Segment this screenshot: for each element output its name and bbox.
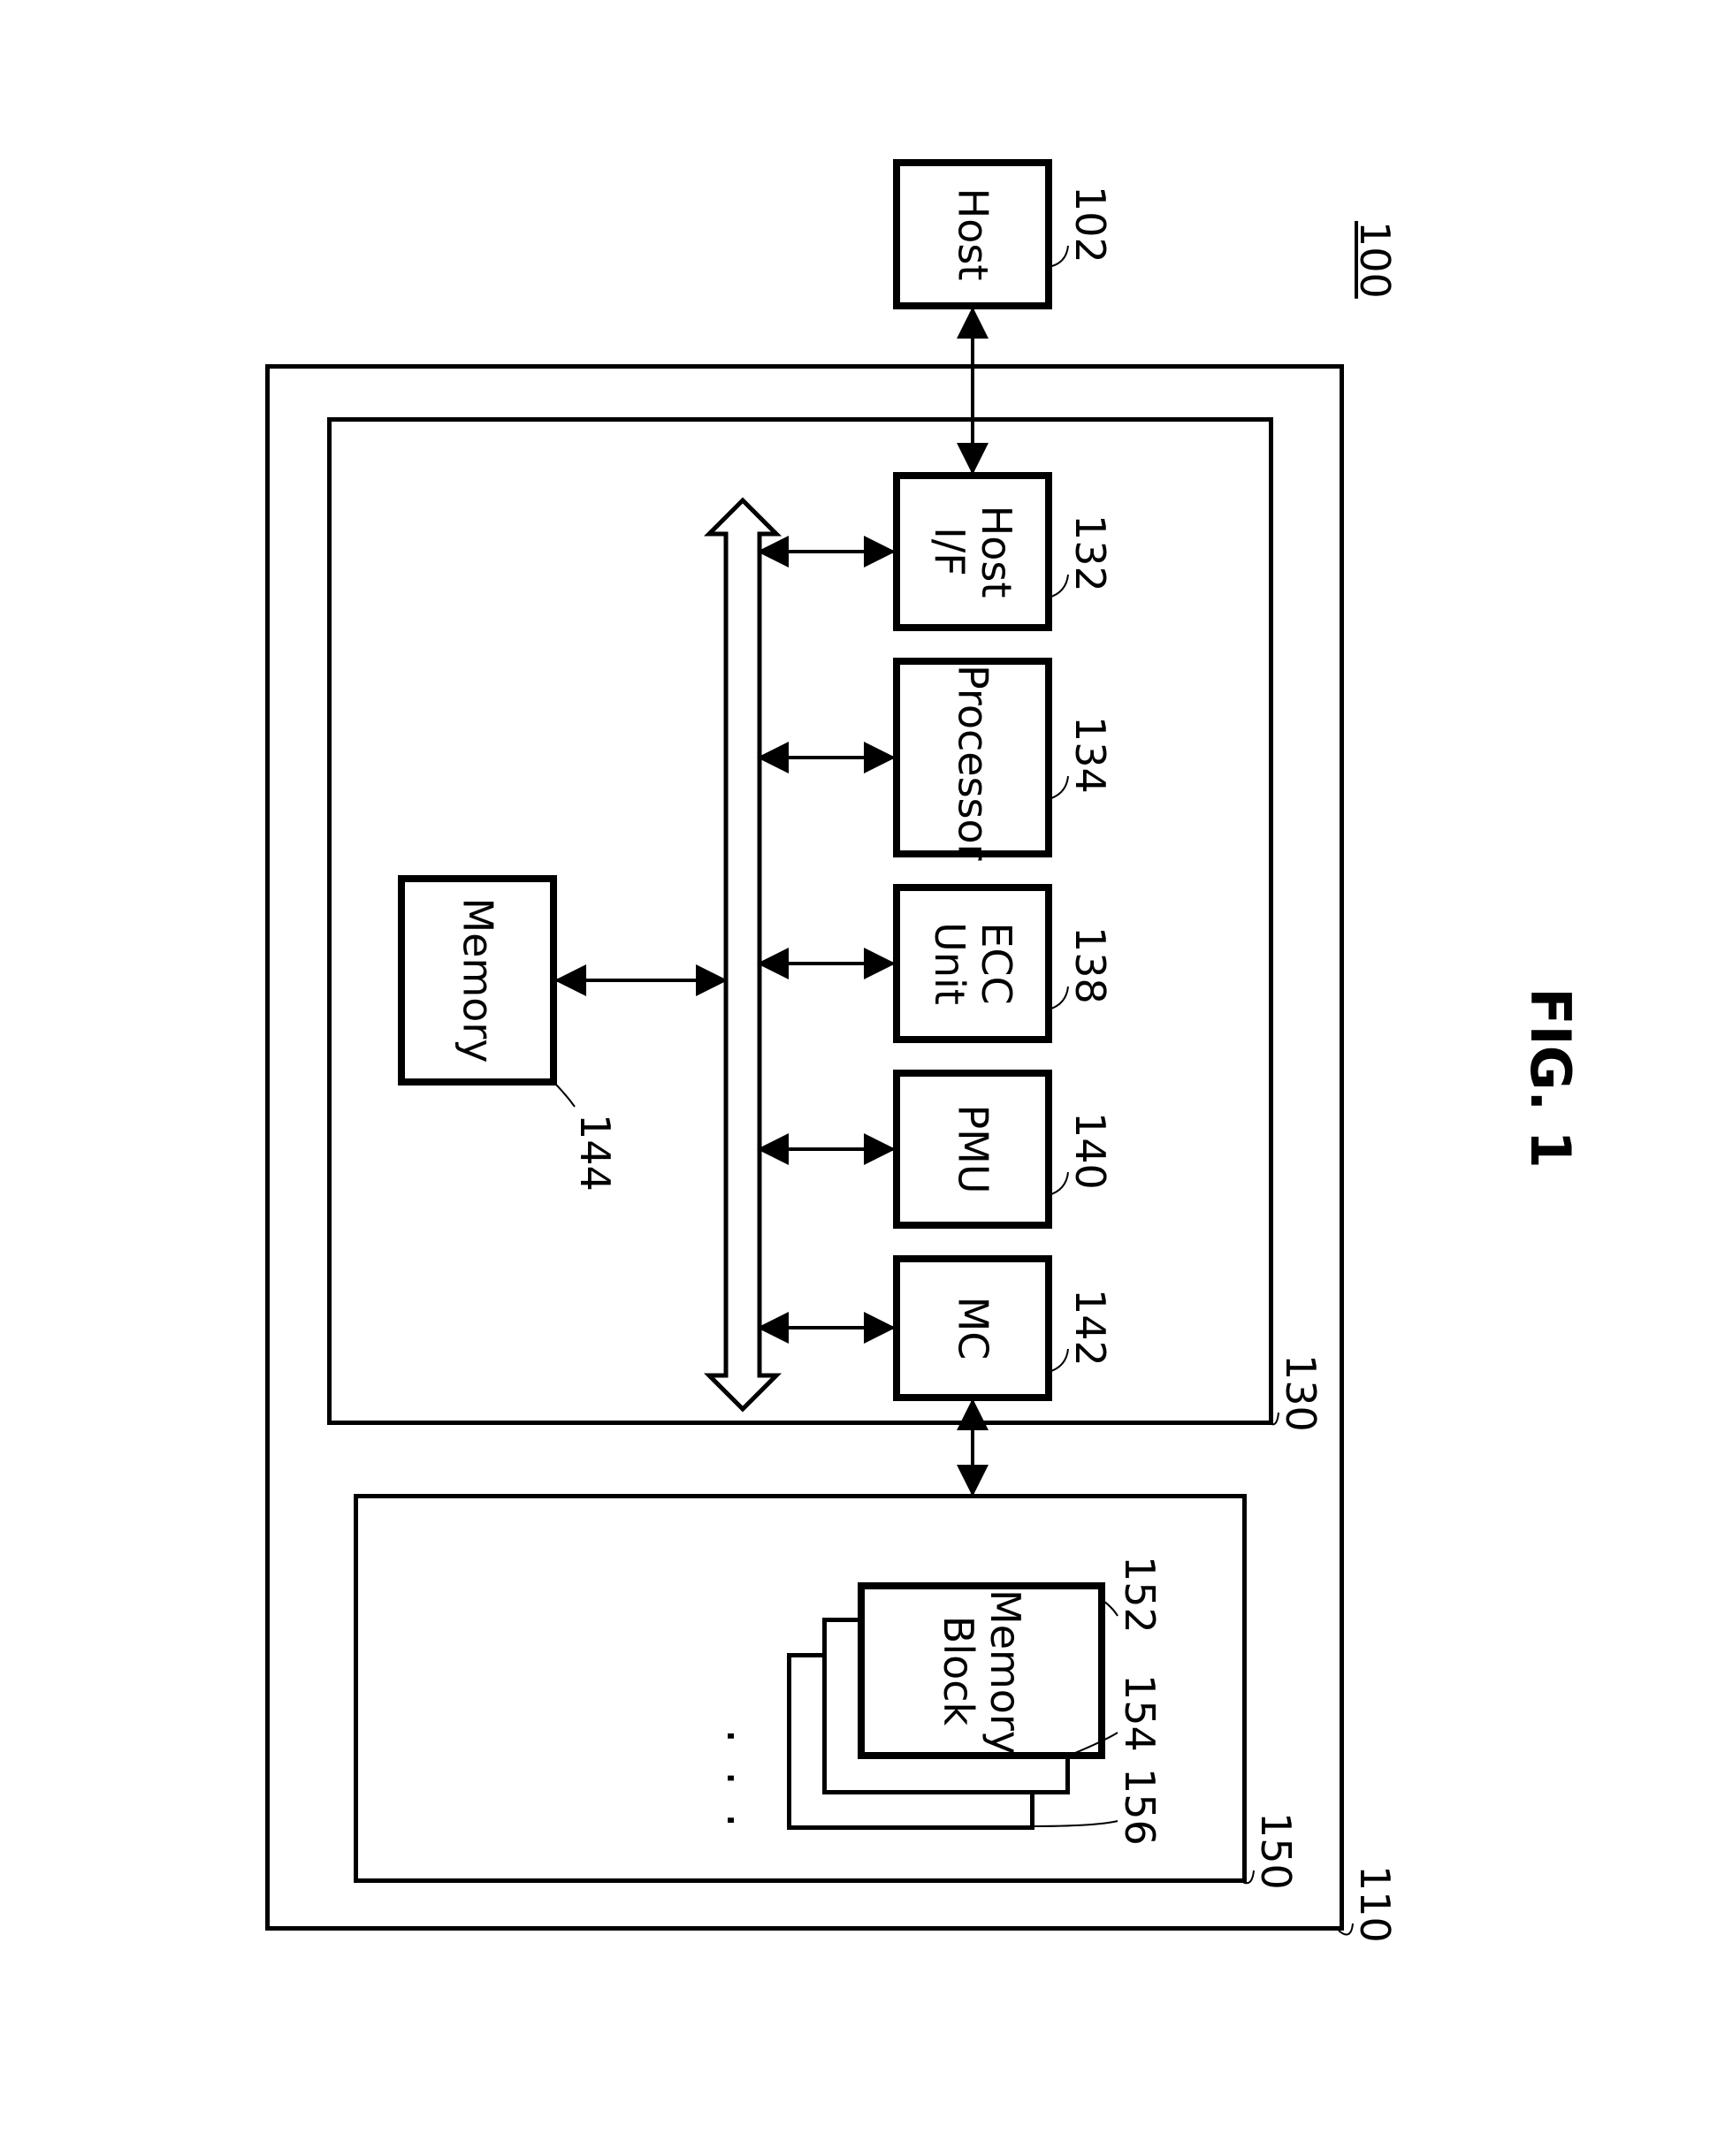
ecc-label: ECC Unit: [926, 891, 1019, 1036]
ref-host: 102: [1066, 186, 1114, 263]
host-if-block: Host I/F: [893, 472, 1052, 631]
host-label: Host: [950, 166, 996, 302]
host-block: Host: [893, 159, 1052, 309]
pmu-label: PMU: [950, 1077, 996, 1222]
ref-mb2: 154: [1116, 1674, 1164, 1752]
ecc-block: ECC Unit: [893, 884, 1052, 1043]
ref-mem-array: 150: [1252, 1812, 1300, 1890]
ref-controller: 130: [1277, 1354, 1325, 1432]
ref-ecc: 138: [1066, 926, 1114, 1004]
pmu-block: PMU: [893, 1070, 1052, 1229]
ref-mb3: 156: [1116, 1768, 1164, 1846]
host-if-label: Host I/F: [926, 479, 1019, 624]
ref-host-if: 132: [1066, 514, 1114, 592]
figure-title: FIG. 1: [1518, 0, 1583, 2156]
processor-block: Processor: [893, 658, 1052, 857]
mc-block: MC: [893, 1255, 1052, 1401]
memory-label: Memory: [454, 882, 501, 1078]
processor-label: Processor: [950, 665, 996, 850]
memory-block: Memory: [398, 875, 557, 1086]
ref-mb1: 152: [1116, 1556, 1164, 1634]
ref-processor: 134: [1066, 716, 1114, 794]
memblocks-ellipsis: · · ·: [701, 1728, 759, 1833]
ref-system: 100: [1351, 221, 1399, 299]
mb1-label: Memory Block: [935, 1589, 1028, 1752]
ref-pmu: 140: [1066, 1112, 1114, 1190]
ref-device: 110: [1351, 1865, 1399, 1943]
mb1: Memory Block: [858, 1582, 1105, 1759]
ref-mc: 142: [1066, 1289, 1114, 1367]
ref-memory: 144: [571, 1114, 619, 1192]
mc-label: MC: [950, 1262, 996, 1394]
